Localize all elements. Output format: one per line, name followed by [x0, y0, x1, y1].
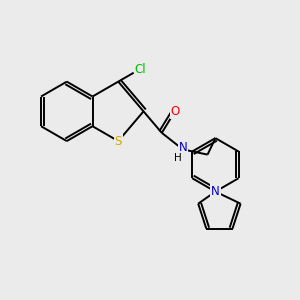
Text: H: H: [174, 153, 182, 163]
Text: N: N: [178, 141, 187, 154]
Text: O: O: [170, 105, 180, 118]
Text: N: N: [211, 185, 220, 198]
Text: Cl: Cl: [134, 62, 146, 76]
Text: S: S: [115, 135, 122, 148]
